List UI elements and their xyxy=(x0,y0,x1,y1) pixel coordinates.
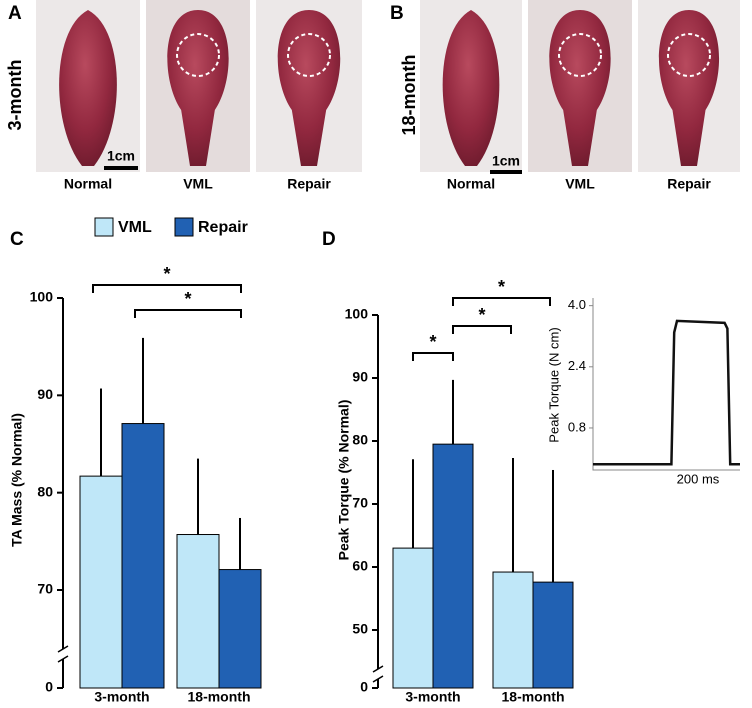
scale-label: 1cm xyxy=(107,148,135,164)
significance-bracket xyxy=(452,325,512,334)
bar xyxy=(432,443,474,689)
photo-caption: Repair xyxy=(667,176,711,192)
bar xyxy=(218,569,262,689)
y-tick-label: 70 xyxy=(37,581,53,597)
axis-break xyxy=(57,645,69,653)
y-tick-label: 70 xyxy=(352,495,368,511)
row-label: 3-month xyxy=(5,60,25,131)
y-tick-label: 50 xyxy=(352,621,368,637)
muscle xyxy=(442,10,500,166)
photo-caption: Repair xyxy=(287,176,331,192)
significance-bracket xyxy=(412,352,454,361)
defect-circle xyxy=(287,33,331,77)
significance-star: * xyxy=(429,332,436,352)
defect-circle xyxy=(558,33,602,77)
y-tick-label: 2.4 xyxy=(568,358,586,373)
significance-star: * xyxy=(498,277,505,297)
bar xyxy=(492,571,534,689)
bar xyxy=(176,534,220,689)
photo-caption: VML xyxy=(183,176,213,192)
row-label: 18-month xyxy=(399,55,419,136)
significance-star: * xyxy=(184,289,191,309)
y-tick-label: 90 xyxy=(37,386,53,402)
significance-bracket xyxy=(134,309,242,318)
y-tick-label: 100 xyxy=(30,289,54,305)
x-tick-label: 3-month xyxy=(94,689,149,705)
defect-circle xyxy=(176,33,220,77)
trace xyxy=(593,319,740,466)
y-tick-label: 0.8 xyxy=(568,419,586,434)
y-tick-label: 0 xyxy=(45,679,53,695)
x-tick-label: 18-month xyxy=(502,689,565,705)
bar xyxy=(392,547,434,689)
photo-caption: Normal xyxy=(64,176,112,192)
legend-swatch xyxy=(174,217,194,237)
y-tick-label: 80 xyxy=(352,432,368,448)
y-tick-label: 100 xyxy=(345,306,369,322)
muscle xyxy=(59,10,117,166)
defect-circle xyxy=(667,33,711,77)
photo-caption: Normal xyxy=(447,176,495,192)
y-axis-label: Peak Torque (N cm) xyxy=(546,327,561,442)
y-axis-label: TA Mass (% Normal) xyxy=(9,413,25,547)
x-tick-label: 3-month xyxy=(405,689,460,705)
significance-star: * xyxy=(163,264,170,284)
bar xyxy=(532,581,574,689)
x-axis-label: 200 ms xyxy=(677,471,720,486)
axes xyxy=(592,298,740,471)
bar xyxy=(79,475,123,689)
y-tick-label: 80 xyxy=(37,483,53,499)
muscle xyxy=(549,10,611,166)
y-tick-label: 60 xyxy=(352,558,368,574)
legend-swatch xyxy=(94,217,114,237)
bar xyxy=(121,423,165,689)
y-tick-label: 90 xyxy=(352,369,368,385)
muscle xyxy=(167,10,229,166)
x-tick-label: 18-month xyxy=(188,689,251,705)
axis-break xyxy=(57,655,69,663)
scale-label: 1cm xyxy=(492,153,520,169)
significance-bracket xyxy=(452,297,551,306)
significance-star: * xyxy=(478,305,485,325)
muscle xyxy=(277,10,341,166)
y-axis-label: Peak Torque (% Normal) xyxy=(336,400,352,561)
panel-label: D xyxy=(322,229,336,250)
panel-label: B xyxy=(390,3,404,24)
muscle xyxy=(658,10,720,166)
y-tick-label: 4.0 xyxy=(568,297,586,312)
axis-break xyxy=(372,675,384,683)
significance-bracket xyxy=(92,284,242,293)
scale-bar xyxy=(490,170,522,174)
panel-label: C xyxy=(10,229,24,250)
scale-bar xyxy=(104,166,138,170)
panel-label: A xyxy=(8,3,22,24)
y-tick-label: 0 xyxy=(360,679,368,695)
axis-break xyxy=(372,665,384,673)
legend-label: VML xyxy=(118,219,152,236)
legend-label: Repair xyxy=(198,219,248,236)
photo-caption: VML xyxy=(565,176,595,192)
